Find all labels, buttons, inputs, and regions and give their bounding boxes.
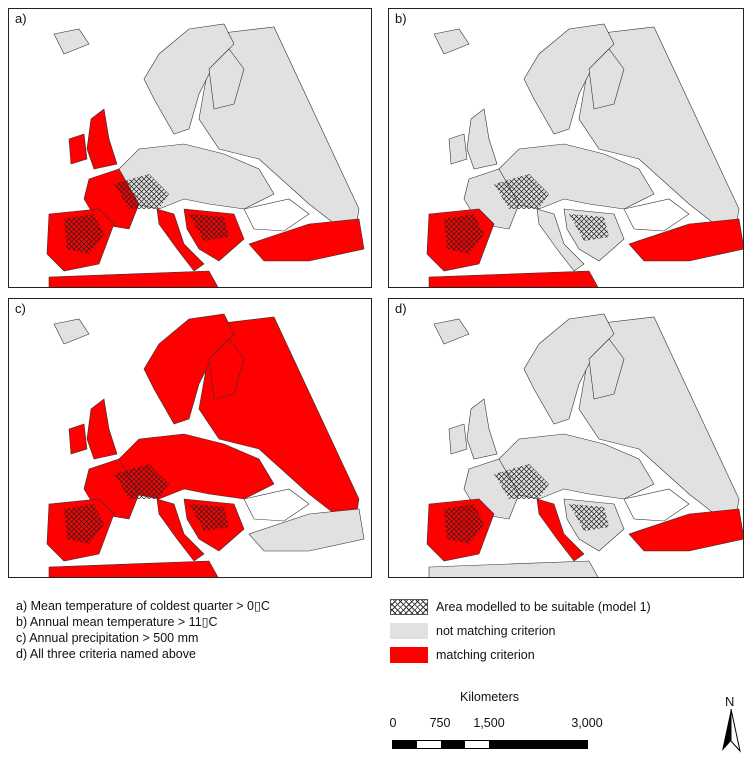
map-c <box>46 313 365 577</box>
scale-seg-5 <box>489 741 587 748</box>
black-sea <box>243 488 310 522</box>
criterion-c: c) Annual precipitation > 500 mm <box>16 631 199 645</box>
scale-tick-3000: 3,000 <box>571 716 603 730</box>
scale-tick-750: 750 <box>429 716 451 730</box>
region-turkey <box>628 508 743 552</box>
region-ireland <box>448 423 468 455</box>
scale-tick-0: 0 <box>389 716 397 730</box>
region-iceland <box>53 318 90 345</box>
legend-row-matching: matching criterion <box>390 646 651 664</box>
region-uk <box>466 398 498 460</box>
criterion-b: b) Annual mean temperature > 11▯C <box>16 615 218 629</box>
legend-not-matching-label: not matching criterion <box>436 624 556 638</box>
criterion-d: d) All three criteria named above <box>16 647 196 661</box>
scale-bar <box>392 740 588 749</box>
region-ireland <box>68 133 88 165</box>
scale-title: Kilometers <box>460 690 520 704</box>
region-ireland <box>448 133 468 165</box>
region-finland <box>208 338 245 400</box>
hatch-swatch <box>390 599 428 615</box>
region-uk <box>86 108 118 170</box>
map-panel-b: b) <box>388 8 744 288</box>
scale-seg-3 <box>441 741 465 748</box>
scale-seg-2 <box>417 741 441 748</box>
region-nafrica <box>48 270 219 287</box>
suitable-area-hatch <box>444 174 609 254</box>
region-nafrica <box>48 560 219 577</box>
region-turkey <box>628 218 743 262</box>
legend-matching-label: matching criterion <box>436 648 535 662</box>
criteria-list: a) Mean temperature of coldest quarter >… <box>16 598 270 662</box>
scale-seg-4 <box>465 741 489 748</box>
region-scand <box>523 23 615 135</box>
legend-suitable-label: Area modelled to be suitable (model 1) <box>436 600 651 614</box>
region-nafrica <box>428 560 599 577</box>
grey-swatch <box>390 623 428 639</box>
region-finland <box>588 338 625 400</box>
panel-label-c: c) <box>13 301 28 316</box>
region-turkey <box>248 218 365 262</box>
red-swatch <box>390 647 428 663</box>
region-iceland <box>433 318 470 345</box>
legend-row-suitable: Area modelled to be suitable (model 1) <box>390 598 651 616</box>
map-b <box>426 23 743 287</box>
black-sea <box>623 198 690 232</box>
map-panel-c: c) <box>8 298 372 578</box>
suitable-area-hatch <box>444 464 609 544</box>
map-legend: Area modelled to be suitable (model 1) n… <box>390 598 651 670</box>
black-sea <box>243 198 310 232</box>
map-a <box>46 23 365 287</box>
north-label: N <box>725 694 735 709</box>
region-turkey <box>248 508 365 552</box>
region-scand <box>143 313 235 425</box>
black-sea <box>623 488 690 522</box>
region-finland <box>208 48 245 110</box>
region-scand <box>523 313 615 425</box>
region-nafrica <box>428 270 599 287</box>
region-ireland <box>68 423 88 455</box>
map-panel-d: d) <box>388 298 744 578</box>
legend-row-not-matching: not matching criterion <box>390 622 651 640</box>
suitable-area-hatch <box>64 174 229 254</box>
panel-label-d: d) <box>393 301 409 316</box>
region-italy <box>536 498 585 562</box>
map-panel-a: a) <box>8 8 372 288</box>
criterion-a: a) Mean temperature of coldest quarter >… <box>16 599 270 613</box>
region-italy <box>156 498 205 562</box>
region-iceland <box>433 28 470 55</box>
region-uk <box>466 108 498 170</box>
region-scand <box>143 23 235 135</box>
region-iceland <box>53 28 90 55</box>
north-arrow-icon <box>722 708 741 753</box>
panel-label-a: a) <box>13 11 29 26</box>
region-italy <box>536 208 585 272</box>
region-italy <box>156 208 205 272</box>
scale-seg-1 <box>393 741 417 748</box>
suitable-area-hatch <box>64 464 229 544</box>
scale-tick-1500: 1,500 <box>473 716 505 730</box>
region-finland <box>588 48 625 110</box>
region-uk <box>86 398 118 460</box>
panel-label-b: b) <box>393 11 409 26</box>
map-d <box>426 313 743 577</box>
